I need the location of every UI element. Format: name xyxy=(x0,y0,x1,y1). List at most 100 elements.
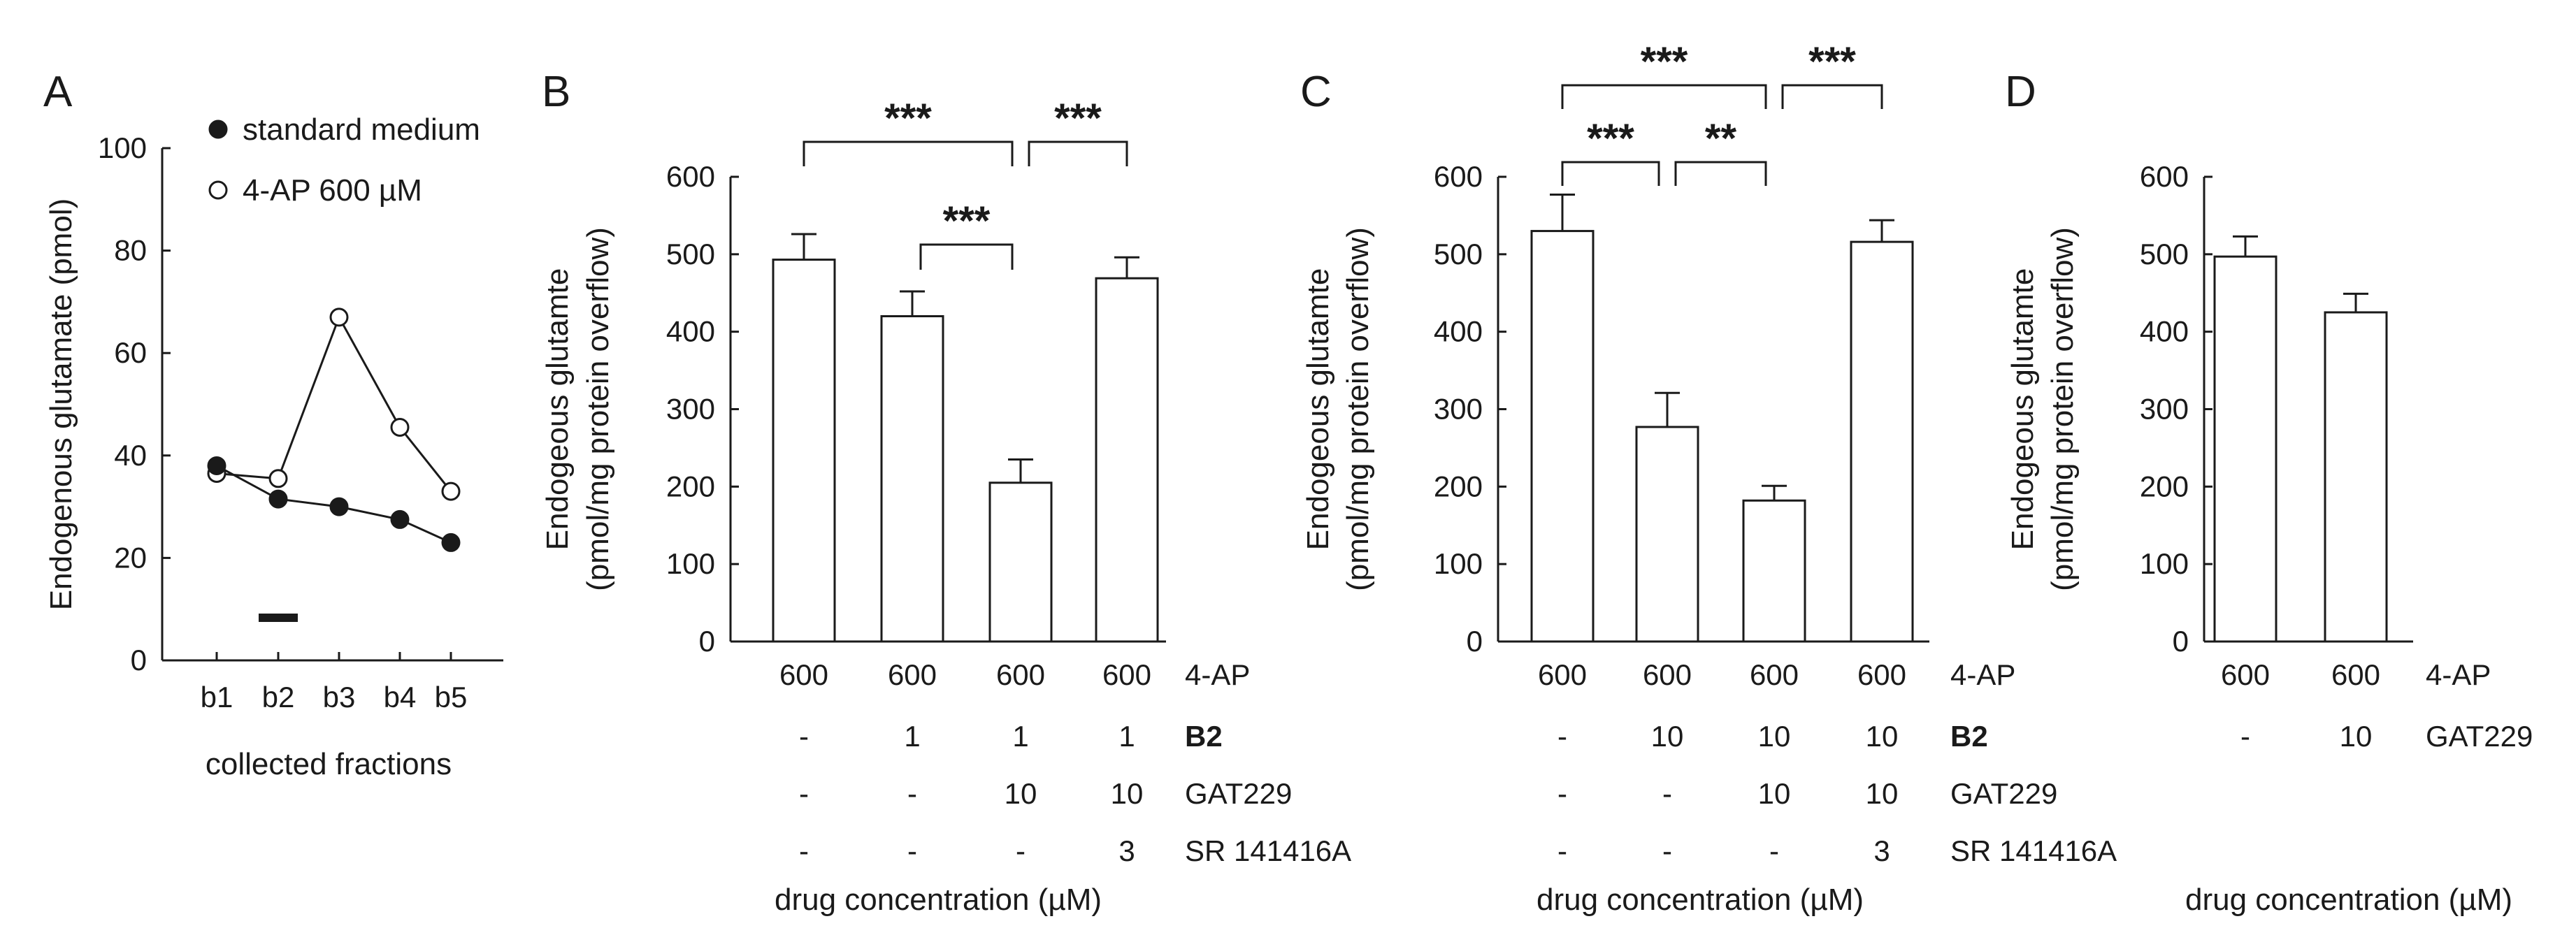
significance-label-b: *** xyxy=(943,198,991,244)
condition-value-c: - xyxy=(1662,777,1672,810)
y-axis-label-c: (pmol/mg protein overflow) xyxy=(1341,227,1375,591)
y-tick-label-b: 300 xyxy=(666,393,715,426)
significance-bracket-c xyxy=(1781,84,1883,109)
condition-value-b: 3 xyxy=(1118,834,1135,867)
y-tick-label-c: 600 xyxy=(1434,160,1483,193)
y-tick-label-a: 20 xyxy=(114,541,147,574)
condition-value-c: 600 xyxy=(1857,658,1906,691)
significance-label-c: *** xyxy=(1808,39,1856,85)
significance-label-b: *** xyxy=(1054,96,1102,141)
x-tick-label-a: b5 xyxy=(435,681,468,713)
legend-marker xyxy=(208,119,228,139)
legend-label: 4-AP 600 µM xyxy=(243,173,422,208)
condition-value-c: - xyxy=(1769,834,1779,867)
bar-c-3 xyxy=(1742,499,1806,643)
condition-value-c: - xyxy=(1557,834,1567,867)
condition-label-d: 4-AP xyxy=(2426,658,2491,691)
y-tick-label-a: 80 xyxy=(114,234,147,267)
y-tick-label-a: 100 xyxy=(98,131,147,164)
point-standard-medium xyxy=(207,456,226,475)
point-4ap xyxy=(329,307,349,327)
significance-bracket-c xyxy=(1561,161,1660,186)
bar-d-1 xyxy=(2213,255,2278,643)
point-4ap xyxy=(268,469,288,488)
y-axis-label-a: Endogenous glutamate (pmol) xyxy=(44,198,78,610)
y-tick-label-b: 600 xyxy=(666,160,715,193)
y-tick-label-c: 500 xyxy=(1434,238,1483,270)
condition-value-c: 10 xyxy=(1866,720,1899,753)
x-tick-label-a: b4 xyxy=(384,681,417,713)
condition-label-c: SR 141416A xyxy=(1950,834,2117,867)
condition-label-b: 4-AP xyxy=(1185,658,1250,691)
y-tick-label-c: 0 xyxy=(1467,625,1483,658)
legend-marker xyxy=(208,180,228,200)
y-tick-label-b: 100 xyxy=(666,547,715,580)
significance-bracket-c xyxy=(1674,161,1767,186)
y-tick-label-d: 0 xyxy=(2173,625,2189,658)
significance-label-c: ** xyxy=(1705,116,1737,161)
significance-label-c: *** xyxy=(1587,116,1634,161)
condition-value-d: - xyxy=(2240,720,2250,753)
bar-b-4 xyxy=(1095,277,1159,643)
condition-value-d: 600 xyxy=(2331,658,2380,691)
y-tick-label-b: 400 xyxy=(666,315,715,348)
x-tick-label-a: b1 xyxy=(201,681,233,713)
x-tick-label-a: b3 xyxy=(323,681,356,713)
x-axis-label-c: drug concentration (µM) xyxy=(1537,883,1864,917)
condition-value-c: 10 xyxy=(1866,777,1899,810)
condition-value-c: 600 xyxy=(1750,658,1799,691)
bar-b-2 xyxy=(880,315,944,643)
condition-value-c: 3 xyxy=(1873,834,1890,867)
significance-label-b: *** xyxy=(884,96,932,141)
significance-bracket-b xyxy=(1028,140,1128,166)
x-axis-label-a: collected fractions xyxy=(206,747,452,781)
significance-label-c: *** xyxy=(1641,39,1688,85)
bar-c-1 xyxy=(1530,230,1595,643)
condition-value-b: - xyxy=(1016,834,1026,867)
bar-c-2 xyxy=(1635,426,1699,643)
condition-value-d: 600 xyxy=(2221,658,2270,691)
condition-value-d: 10 xyxy=(2340,720,2373,753)
condition-value-b: 1 xyxy=(904,720,920,753)
y-axis-label-b: (pmol/mg protein overflow) xyxy=(581,227,615,591)
condition-label-b: SR 141416A xyxy=(1185,834,1351,867)
y-tick-label-d: 100 xyxy=(2140,547,2189,580)
point-standard-medium xyxy=(329,497,349,516)
y-axis-label-c: Endogeous glutamte xyxy=(1301,268,1335,551)
significance-bracket-b xyxy=(803,140,1014,166)
y-tick-label-a: 40 xyxy=(114,439,147,472)
point-standard-medium xyxy=(268,489,288,509)
y-tick-label-b: 0 xyxy=(699,625,715,658)
y-tick-label-b: 200 xyxy=(666,470,715,502)
condition-value-b: 1 xyxy=(1012,720,1028,753)
significance-bracket-c xyxy=(1561,84,1767,109)
y-tick-label-d: 600 xyxy=(2140,160,2189,193)
y-axis-label-b: Endogeous glutamte xyxy=(540,268,575,551)
condition-value-c: 600 xyxy=(1643,658,1692,691)
bar-c-4 xyxy=(1850,240,1914,643)
condition-label-c: 4-AP xyxy=(1950,658,2015,691)
condition-value-b: - xyxy=(799,720,809,753)
condition-value-b: 600 xyxy=(996,658,1045,691)
panel-letter-d: D xyxy=(2005,68,2036,116)
condition-label-b: B2 xyxy=(1185,720,1223,753)
condition-value-b: - xyxy=(799,777,809,810)
series-line-2 xyxy=(216,314,452,493)
bar-b-1 xyxy=(772,259,836,643)
panel-letter-a: A xyxy=(43,68,73,116)
condition-value-b: 600 xyxy=(779,658,828,691)
condition-label-d: GAT229 xyxy=(2426,720,2533,753)
y-tick-label-c: 300 xyxy=(1434,393,1483,426)
point-standard-medium xyxy=(441,532,461,552)
x-tick-label-a: b2 xyxy=(262,681,295,713)
condition-value-b: - xyxy=(907,777,917,810)
significance-bracket-b xyxy=(919,243,1014,270)
y-axis-label-d: (pmol/mg protein overflow) xyxy=(2045,227,2080,591)
y-tick-label-d: 200 xyxy=(2140,470,2189,502)
x-axis-label-d: drug concentration (µM) xyxy=(2185,883,2512,917)
point-4ap xyxy=(390,417,410,437)
legend-label: standard medium xyxy=(243,113,480,147)
condition-value-b: 10 xyxy=(1111,777,1144,810)
condition-value-b: 10 xyxy=(1005,777,1037,810)
